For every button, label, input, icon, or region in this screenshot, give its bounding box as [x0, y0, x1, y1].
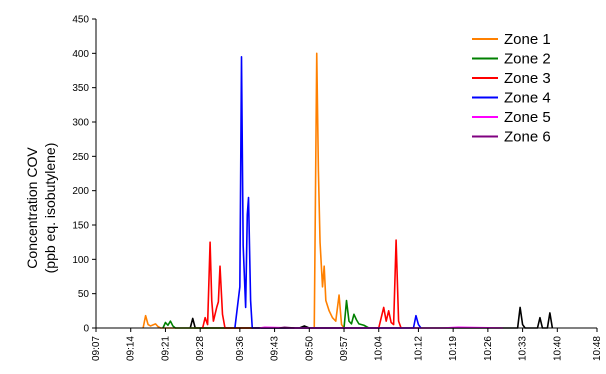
series-line-zone-1 — [142, 52, 345, 329]
x-tick-label: 09:50 — [304, 336, 315, 361]
legend-label-zone-4: Zone 4 — [504, 90, 551, 107]
x-tick-label: 09:36 — [235, 336, 246, 361]
y-tick-label: 250 — [72, 152, 89, 163]
y-tick-label: 200 — [72, 186, 89, 197]
y-tick-label: 400 — [72, 49, 89, 60]
x-ticks: 09:07 09:14 09:21 09:28 09:36 09:43 09:50 09:57… — [91, 328, 603, 361]
y-axis-title-line2: (ppb eq. isobutylene) — [42, 143, 58, 274]
x-tick-label: 10:04 — [374, 336, 385, 361]
x-tick-label: 09:43 — [270, 336, 281, 361]
x-tick-label: 09:07 — [91, 336, 102, 361]
y-axis-title: Concentration COV (ppb eq. isobutylene) — [24, 143, 58, 274]
legend-label-zone-6: Zone 6 — [504, 129, 551, 146]
legend-label-zone-2: Zone 2 — [504, 51, 551, 68]
y-ticks: 0 50 100 150 200 250 300 350 400 450 — [72, 15, 96, 335]
legend-label-zone-5: Zone 5 — [504, 109, 551, 126]
y-tick-label: 150 — [72, 221, 89, 232]
x-tick-label: 10:48 — [592, 336, 603, 361]
x-tick-label: 10:19 — [448, 336, 459, 361]
x-tick-label: 10:40 — [552, 336, 563, 361]
legend-label-zone-1: Zone 1 — [504, 31, 551, 48]
y-tick-label: 450 — [72, 15, 89, 26]
x-tick-label: 10:12 — [413, 336, 424, 361]
y-axis-title-line1: Concentration COV — [24, 147, 40, 269]
x-tick-label: 09:14 — [126, 336, 137, 361]
x-tick-label: 09:21 — [160, 336, 171, 361]
x-tick-label: 10:33 — [518, 336, 529, 361]
y-tick-label: 350 — [72, 83, 89, 94]
legend-label-zone-3: Zone 3 — [504, 70, 551, 87]
series-line-zone-2 — [162, 299, 370, 329]
y-tick-label: 0 — [83, 324, 89, 335]
x-tick-label: 09:57 — [339, 336, 350, 361]
x-tick-label: 10:26 — [483, 336, 494, 361]
legend: Zone 1 Zone 2 Zone 3 Zone 4 Zone 5 Zone 6 — [472, 31, 551, 146]
x-tick-label: 09:28 — [195, 336, 206, 361]
y-tick-label: 50 — [78, 289, 90, 300]
y-tick-label: 100 — [72, 255, 89, 266]
y-tick-label: 300 — [72, 118, 89, 129]
series-line-zone-4 — [234, 55, 422, 329]
